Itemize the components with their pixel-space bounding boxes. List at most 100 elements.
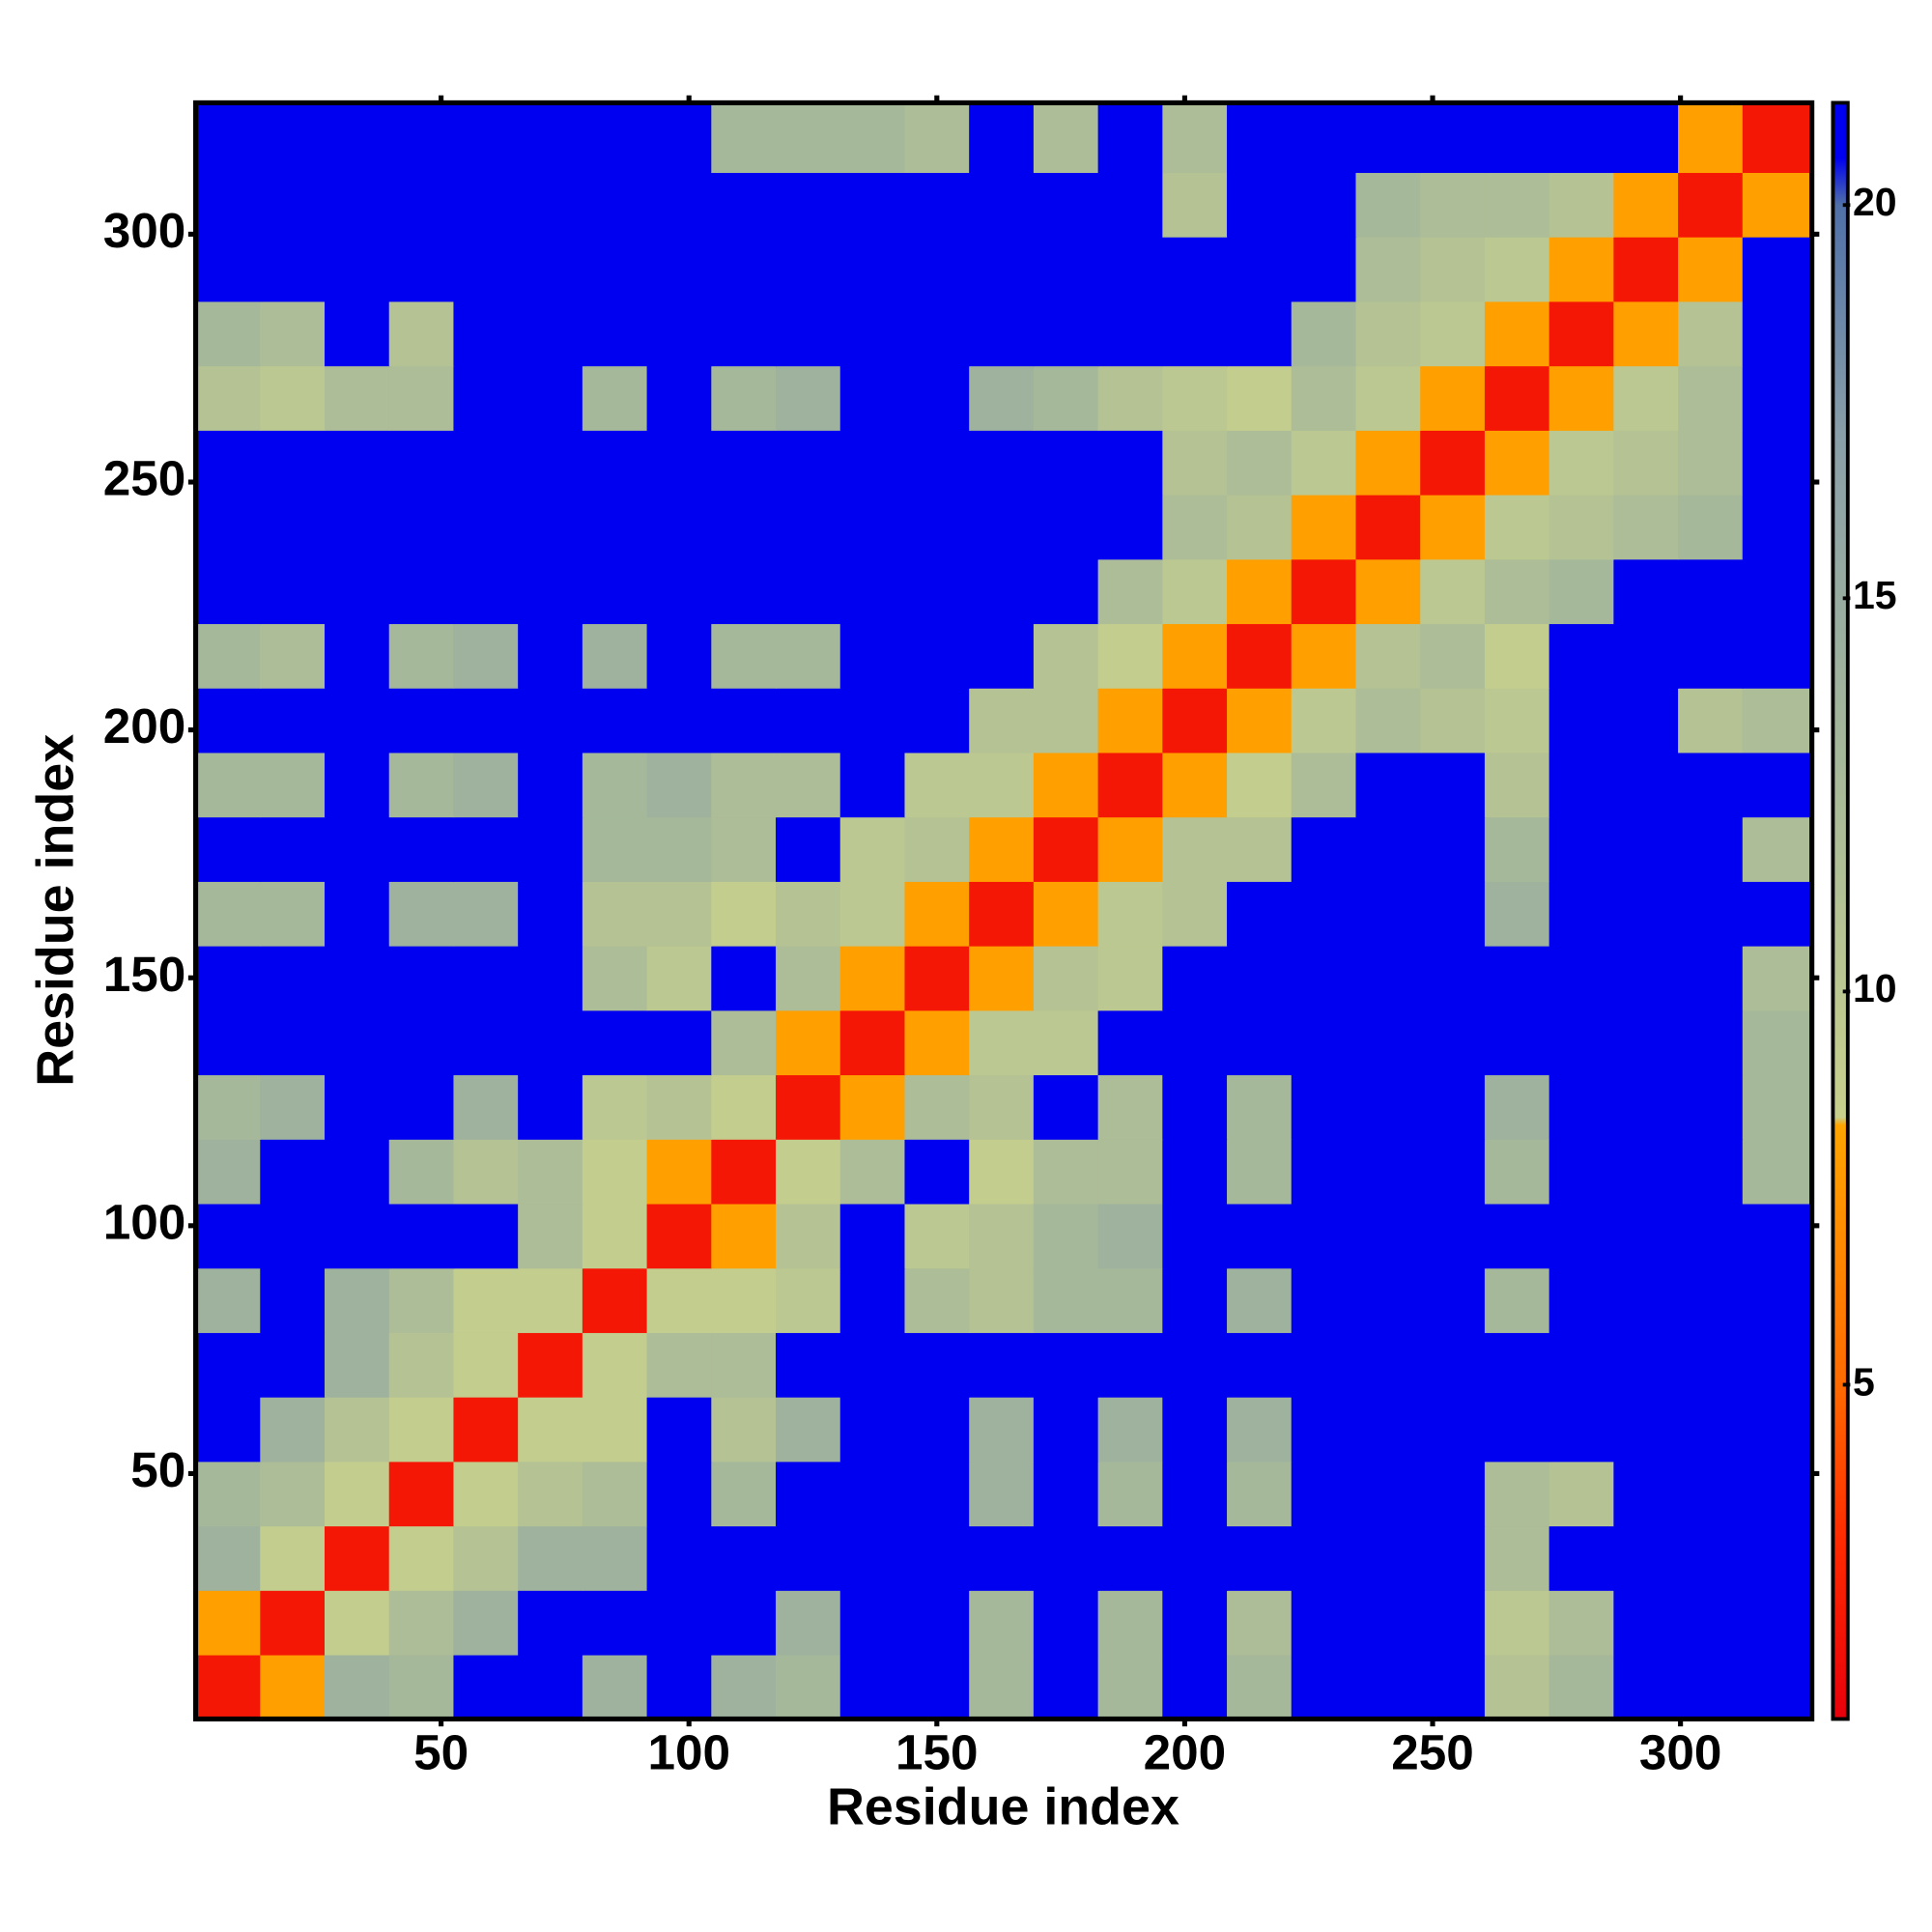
heatmap-cell [388, 1074, 455, 1140]
heatmap-cell [1227, 1203, 1293, 1269]
heatmap-cell [1291, 1332, 1357, 1398]
heatmap-cell [1548, 688, 1615, 753]
heatmap-cell [1548, 1074, 1615, 1140]
heatmap-cell [1033, 365, 1099, 431]
heatmap-cell [1484, 1654, 1550, 1720]
heatmap-cell [453, 1396, 519, 1463]
heatmap-cell [453, 881, 519, 947]
heatmap-cell [1097, 1590, 1164, 1656]
heatmap-cell [646, 236, 713, 302]
heatmap-cell [324, 1590, 390, 1656]
heatmap-cell [1355, 1074, 1421, 1140]
heatmap-cell [1678, 752, 1744, 818]
heatmap-cell [839, 1074, 906, 1140]
heatmap-cell [260, 1590, 326, 1656]
heatmap-cell [646, 1396, 713, 1463]
heatmap-cell [1162, 1009, 1228, 1076]
heatmap-cell [1742, 1590, 1813, 1656]
heatmap-cell [260, 494, 326, 560]
heatmap-cell [1742, 1654, 1813, 1720]
heatmap-cell [453, 558, 519, 625]
y-tick-label: 300 [103, 203, 186, 258]
heatmap-cell [1162, 1525, 1228, 1591]
heatmap-cell [1097, 172, 1164, 238]
heatmap-cell [969, 1139, 1035, 1205]
heatmap-cell [1742, 1332, 1813, 1398]
heatmap-cell [1097, 1461, 1164, 1527]
heatmap-cell [1162, 1590, 1228, 1656]
heatmap-cell [1291, 1203, 1357, 1269]
heatmap-cell [711, 1461, 777, 1527]
heatmap-cell [582, 623, 648, 689]
heatmap-cell [1227, 752, 1293, 818]
heatmap-cell [453, 494, 519, 560]
heatmap-cell [1227, 623, 1293, 689]
heatmap-cell [969, 945, 1035, 1011]
heatmap-cell [1097, 623, 1164, 689]
heatmap-cell [1420, 102, 1486, 174]
heatmap-cell [711, 1267, 777, 1333]
heatmap-cell [1742, 1396, 1813, 1463]
heatmap-cell [1678, 430, 1744, 496]
heatmap-cell [388, 494, 455, 560]
heatmap-cell [904, 881, 970, 947]
heatmap-cell [1227, 365, 1293, 431]
heatmap-cell [1162, 1267, 1228, 1333]
heatmap-cell [776, 1009, 841, 1076]
heatmap-cell [1678, 1332, 1744, 1398]
heatmap-cell [646, 816, 713, 882]
heatmap-cell [1227, 1332, 1293, 1398]
heatmap-cell [388, 236, 455, 302]
heatmap-cell [582, 494, 648, 560]
heatmap-cell [324, 752, 390, 818]
heatmap-cell [904, 172, 970, 238]
heatmap-cell [1033, 1267, 1099, 1333]
heatmap-cell [839, 1009, 906, 1076]
heatmap-cell [260, 752, 326, 818]
heatmap-cell [1097, 1009, 1164, 1076]
heatmap-cell [1420, 236, 1486, 302]
heatmap-cell [1097, 300, 1164, 367]
heatmap-cell [1420, 688, 1486, 753]
heatmap-cell [1548, 102, 1615, 174]
heatmap-cell [195, 236, 262, 302]
heatmap-cell [1162, 102, 1228, 174]
heatmap-cell [1613, 623, 1679, 689]
x-tick-label: 50 [413, 1724, 469, 1779]
heatmap-cell [711, 1654, 777, 1720]
heatmap-cell [195, 623, 262, 689]
heatmap-cell [1742, 752, 1813, 818]
heatmap-cell [1484, 1074, 1550, 1140]
heatmap-cell [1162, 881, 1228, 947]
heatmap-cell [1742, 688, 1813, 753]
heatmap-cell [1097, 1525, 1164, 1591]
heatmap-cell [711, 752, 777, 818]
heatmap-cell [1355, 102, 1421, 174]
heatmap-cell [1742, 881, 1813, 947]
heatmap-cell [195, 816, 262, 882]
heatmap-cell [969, 300, 1035, 367]
heatmap-cell [904, 236, 970, 302]
heatmap-cell [839, 816, 906, 882]
heatmap-cell [518, 1525, 583, 1591]
heatmap-cell [1678, 1203, 1744, 1269]
heatmap-cell [453, 816, 519, 882]
heatmap-cell [969, 881, 1035, 947]
heatmap-cell [711, 494, 777, 560]
heatmap-cell [1227, 1139, 1293, 1205]
heatmap-cell [1227, 1461, 1293, 1527]
heatmap-cell [1291, 1654, 1357, 1720]
heatmap-cell [1548, 881, 1615, 947]
heatmap-cell [1678, 945, 1744, 1011]
heatmap-cell [260, 623, 326, 689]
heatmap-cell [1420, 816, 1486, 882]
heatmap-cell [969, 172, 1035, 238]
heatmap-cell [324, 172, 390, 238]
heatmap-cell [1548, 236, 1615, 302]
heatmap-cell [518, 945, 583, 1011]
heatmap-cell [1678, 623, 1744, 689]
heatmap-cell [582, 1009, 648, 1076]
heatmap-cell [388, 1203, 455, 1269]
heatmap-cell [1162, 623, 1228, 689]
heatmap-cell [839, 881, 906, 947]
